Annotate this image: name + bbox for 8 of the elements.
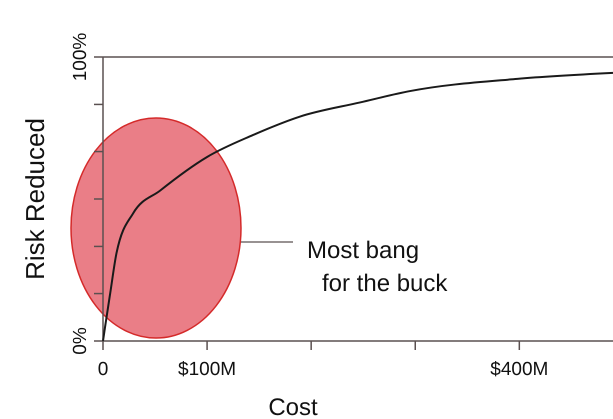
x-axis-title: Cost: [268, 394, 318, 419]
y-tick-label: 0%: [70, 327, 91, 355]
x-tick-label: $400M: [490, 359, 548, 380]
annotation: Most bang for the buck: [307, 237, 448, 297]
y-tick-label: 100%: [70, 32, 91, 82]
y-axis-title: Risk Reduced: [20, 118, 50, 280]
x-tick-label: $100M: [178, 359, 236, 380]
x-tick-label: 0: [98, 359, 108, 380]
